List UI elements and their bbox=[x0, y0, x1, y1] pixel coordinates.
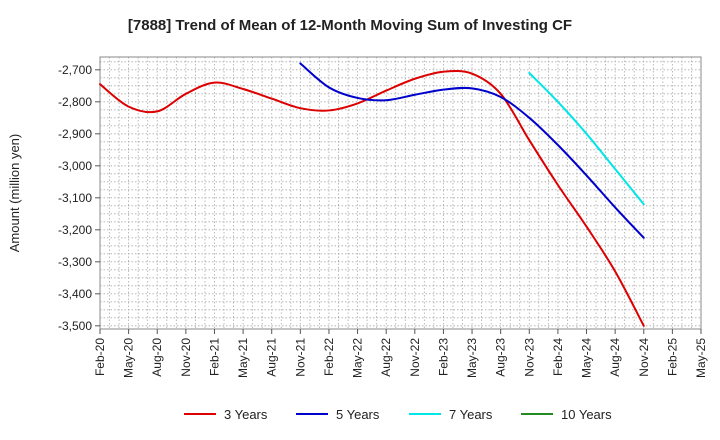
legend-label-7-years: 7 Years bbox=[449, 407, 493, 422]
x-tick-label: Aug-24 bbox=[608, 338, 622, 377]
legend: 3 Years 5 Years 7 Years 10 Years bbox=[184, 407, 612, 422]
x-tick-label: Feb-24 bbox=[551, 338, 565, 376]
x-tick-label: Aug-21 bbox=[265, 338, 279, 377]
x-tick-label: May-22 bbox=[351, 338, 365, 378]
x-tick-label: Feb-22 bbox=[322, 338, 336, 376]
legend-label-10-years: 10 Years bbox=[561, 407, 612, 422]
x-tick-label: Feb-23 bbox=[436, 338, 450, 376]
plot-area bbox=[99, 56, 702, 330]
x-tick-label: Feb-20 bbox=[93, 338, 107, 376]
y-tick-label: -3,300 bbox=[58, 255, 92, 269]
x-axis-ticks: Feb-20 May-20 Aug-20 Nov-20 Feb-21 May-21 Aug-… bbox=[93, 329, 708, 378]
legend-label-3-years: 3 Years bbox=[224, 407, 268, 422]
y-tick-label: -2,700 bbox=[58, 63, 92, 77]
x-tick-label: Feb-21 bbox=[207, 338, 221, 376]
y-tick-label: -3,100 bbox=[58, 191, 92, 205]
y-tick-label: -2,900 bbox=[58, 127, 92, 141]
y-tick-label: -2,800 bbox=[58, 95, 92, 109]
chart-title: [7888] Trend of Mean of 12-Month Moving … bbox=[128, 17, 572, 34]
x-tick-label: Feb-25 bbox=[665, 338, 679, 376]
y-tick-label: -3,000 bbox=[58, 159, 92, 173]
series-line-3-years bbox=[99, 69, 645, 327]
x-tick-label: May-25 bbox=[694, 338, 708, 378]
x-tick-label: Aug-23 bbox=[494, 338, 508, 377]
x-tick-label: Nov-21 bbox=[293, 338, 307, 377]
x-tick-label: Nov-22 bbox=[408, 338, 422, 377]
x-tick-label: Aug-20 bbox=[150, 338, 164, 377]
x-tick-label: Aug-22 bbox=[379, 338, 393, 377]
x-tick-label: May-20 bbox=[122, 338, 136, 378]
x-tick-label: Nov-20 bbox=[179, 338, 193, 377]
x-tick-label: Nov-23 bbox=[522, 338, 536, 377]
legend-label-5-years: 5 Years bbox=[336, 407, 380, 422]
y-tick-label: -3,500 bbox=[58, 319, 92, 333]
grid-layer bbox=[99, 57, 702, 329]
y-tick-label: -3,400 bbox=[58, 287, 92, 301]
x-tick-label: May-23 bbox=[465, 338, 479, 378]
y-axis-label: Amount (million yen) bbox=[7, 134, 22, 253]
x-tick-label: May-24 bbox=[580, 338, 594, 378]
series-line-7-years bbox=[528, 72, 645, 206]
y-tick-label: -3,200 bbox=[58, 223, 92, 237]
series-layer bbox=[99, 62, 645, 327]
series-line-5-years bbox=[299, 62, 645, 239]
x-tick-label: May-21 bbox=[236, 338, 250, 378]
y-axis-ticks: -2,700 -2,800 -2,900 -3,000 -3,100 -3,200 -3,3… bbox=[58, 63, 100, 333]
x-tick-label: Nov-24 bbox=[637, 338, 651, 377]
